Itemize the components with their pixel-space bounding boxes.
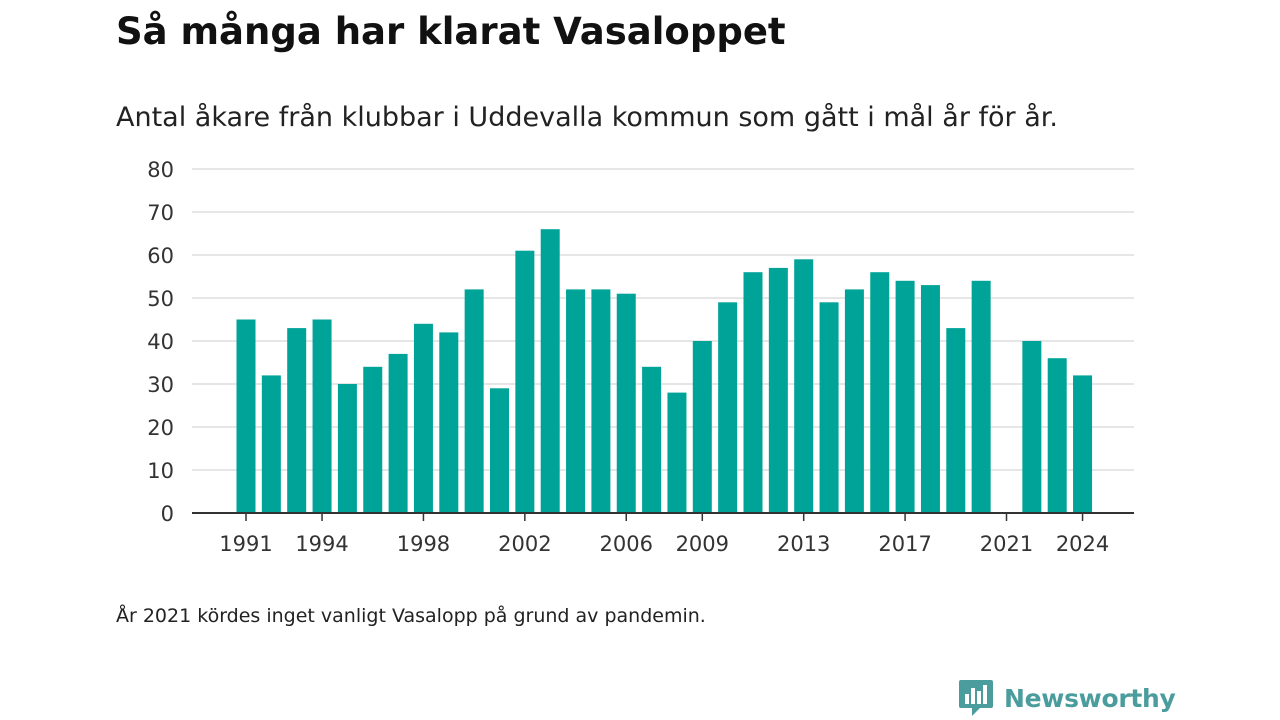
y-tick-label: 30 (147, 373, 174, 397)
newsworthy-logo: Newsworthy (958, 676, 1176, 720)
x-tick-label: 2017 (878, 532, 931, 556)
bars (236, 229, 1093, 513)
bar-1992 (261, 375, 281, 513)
x-tick-label: 2006 (600, 532, 653, 556)
x-tick-label: 1991 (219, 532, 272, 556)
bar-2004 (566, 289, 586, 513)
x-tick-label: 2021 (980, 532, 1033, 556)
bar-2006 (616, 293, 636, 513)
chart-subtitle: Antal åkare från klubbar i Uddevalla kom… (116, 102, 1058, 133)
y-tick-label: 40 (147, 330, 174, 354)
y-axis-tick-labels: 0 10 20 30 40 50 60 70 80 (147, 158, 174, 526)
x-tick-label: 2002 (498, 532, 551, 556)
x-tick-label: 1998 (397, 532, 450, 556)
y-tick-label: 10 (147, 459, 174, 483)
bar-2015 (844, 289, 864, 513)
bar-1997 (388, 353, 408, 513)
bar-1995 (337, 384, 357, 513)
bar-2012 (768, 267, 788, 513)
y-tick-label: 0 (161, 502, 174, 526)
bar-2011 (743, 272, 763, 513)
y-tick-label: 20 (147, 416, 174, 440)
bar-2008 (667, 392, 687, 513)
bar-1991 (236, 319, 256, 513)
x-tick-label: 2024 (1056, 532, 1109, 556)
bar-2013 (794, 259, 814, 513)
bar-2009 (692, 341, 712, 513)
bar-2001 (490, 388, 509, 513)
gridlines (192, 168, 1134, 471)
bar-2002 (515, 250, 535, 513)
bar-2000 (464, 289, 484, 513)
bar-2018 (920, 285, 940, 513)
newsworthy-chart-icon (959, 680, 993, 716)
y-tick-label: 50 (147, 287, 174, 311)
bar-2003 (540, 229, 560, 513)
x-axis-tick-labels: 1991 1994 1998 2002 2006 2009 2013 2017 2021 2024 (219, 513, 1109, 556)
bar-1994 (312, 319, 332, 513)
bar-1996 (363, 366, 383, 513)
bar-2019 (946, 328, 966, 513)
bar-2007 (642, 366, 662, 513)
y-tick-label: 80 (147, 158, 174, 182)
x-tick-label: 2013 (777, 532, 830, 556)
bar-2010 (718, 302, 738, 513)
bar-2024 (1073, 375, 1093, 513)
bar-2022 (1022, 341, 1042, 513)
bar-2020 (971, 280, 991, 513)
bar-2005 (591, 289, 611, 513)
brand-name: Newsworthy (1004, 683, 1176, 713)
x-tick-label: 1994 (295, 532, 348, 556)
y-tick-label: 60 (147, 244, 174, 268)
page-title: Så många har klarat Vasaloppet (116, 10, 786, 53)
bar-2017 (895, 280, 915, 513)
bar-2023 (1047, 358, 1067, 513)
bar-2016 (870, 272, 890, 513)
footnote: År 2021 kördes inget vanligt Vasalopp på… (116, 605, 706, 627)
bar-1993 (287, 328, 307, 513)
bar-2014 (819, 302, 839, 513)
bar-1999 (439, 332, 459, 513)
y-tick-label: 70 (147, 201, 174, 225)
x-tick-label: 2009 (676, 532, 729, 556)
bar-1998 (413, 323, 433, 513)
